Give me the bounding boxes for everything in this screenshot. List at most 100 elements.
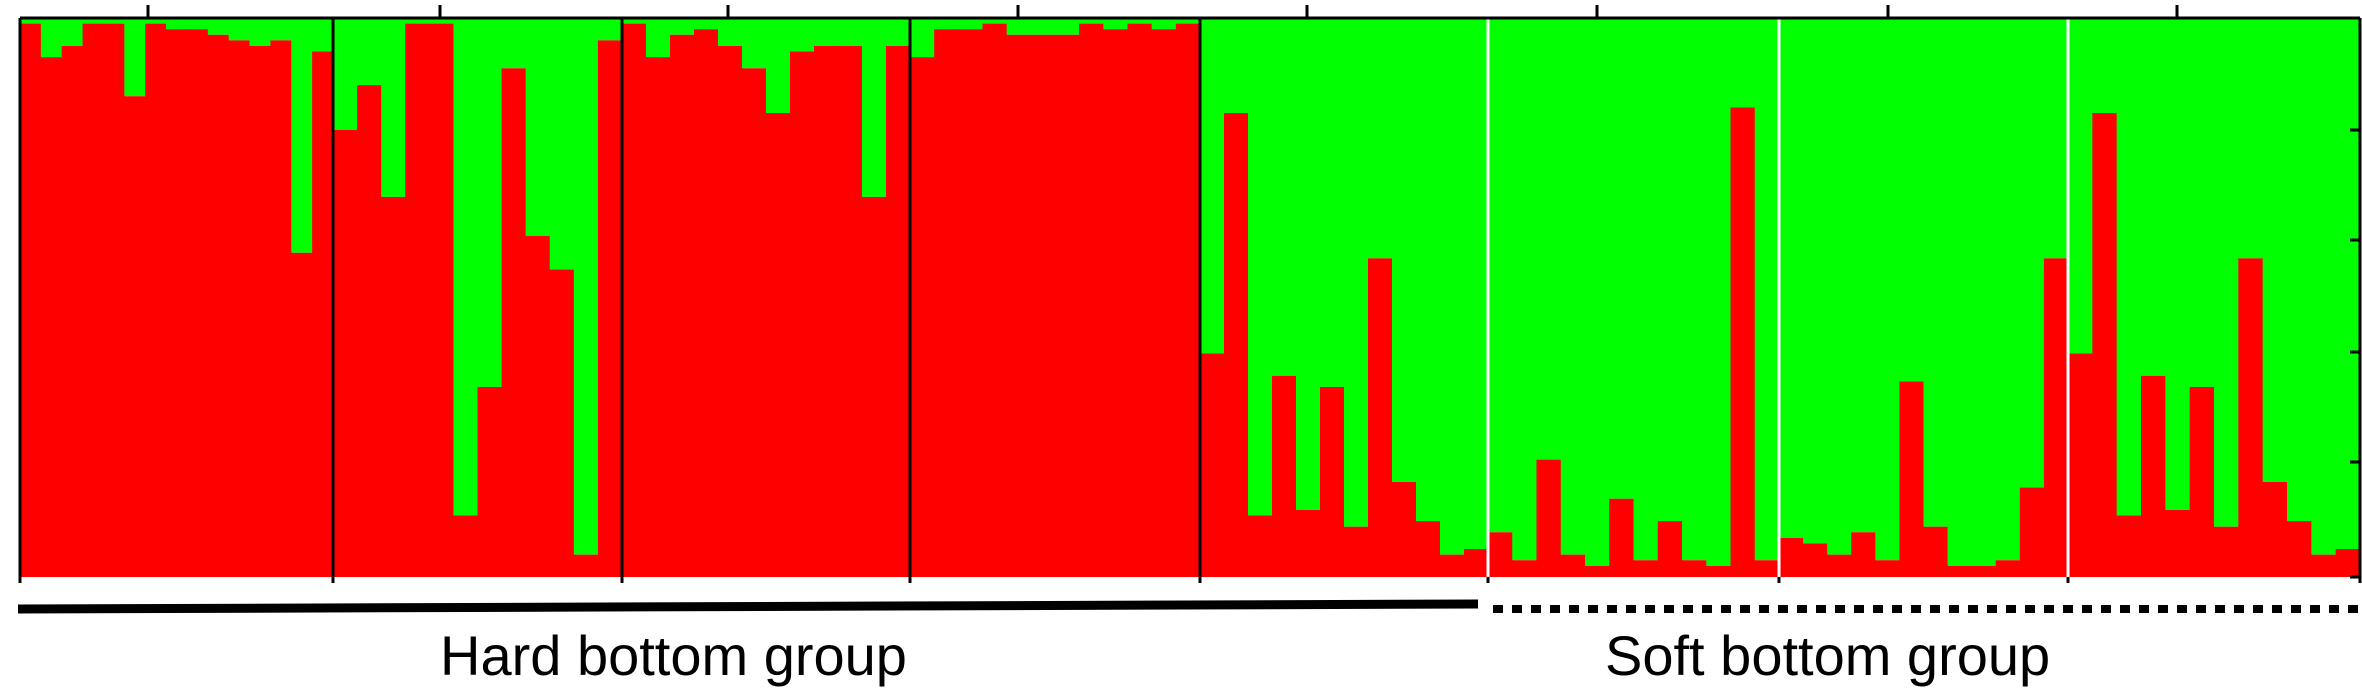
cluster-2-bar xyxy=(718,18,743,46)
cluster-1-bar xyxy=(1320,386,1345,577)
cluster-1-bar xyxy=(958,29,984,578)
cluster-1-bar xyxy=(1803,543,1828,577)
cluster-2-bar xyxy=(525,18,551,237)
cluster-1-bar xyxy=(207,34,230,577)
cluster-2-bar xyxy=(2116,18,2142,516)
cluster-1-bar xyxy=(2214,526,2239,577)
cluster-1-bar xyxy=(2019,487,2045,577)
cluster-1-bar xyxy=(1609,498,1635,577)
cluster-2-bar xyxy=(1079,18,1104,24)
cluster-2-bar xyxy=(82,18,105,24)
cluster-1-bar xyxy=(1344,526,1369,577)
cluster-2-bar xyxy=(453,18,479,516)
hard-bottom-group-label: Hard bottom group xyxy=(440,624,907,687)
cluster-1-bar xyxy=(1488,532,1513,577)
cluster-1-bar xyxy=(291,252,313,577)
cluster-2-bar xyxy=(862,18,887,197)
cluster-1-bar xyxy=(312,51,334,578)
cluster-1-bar xyxy=(405,23,430,577)
cluster-1-bar xyxy=(525,236,551,577)
cluster-2-bar xyxy=(2287,18,2312,522)
cluster-1-bar xyxy=(1368,258,1393,577)
cluster-1-bar xyxy=(742,68,767,577)
cluster-2-bar xyxy=(2019,18,2045,488)
cluster-2-bar xyxy=(1175,18,1201,24)
cluster-1-bar xyxy=(886,45,911,577)
cluster-1-bar xyxy=(2262,481,2288,577)
cluster-1-bar xyxy=(166,29,188,578)
cluster-1-bar xyxy=(2116,515,2142,577)
cluster-1-bar xyxy=(2141,375,2166,577)
cluster-2-bar xyxy=(61,18,84,46)
cluster-2-bar xyxy=(646,18,671,58)
cluster-2-bar xyxy=(1127,18,1153,24)
cluster-1-bar xyxy=(1875,560,1901,577)
cluster-1-bar xyxy=(2043,258,2069,577)
cluster-2-bar xyxy=(814,18,839,46)
cluster-2-bar xyxy=(910,18,935,58)
cluster-1-bar xyxy=(573,554,599,577)
cluster-2-bar xyxy=(145,18,167,24)
cluster-2-bar xyxy=(1488,18,1513,533)
cluster-2-bar xyxy=(2189,18,2215,387)
soft-bottom-group-label: Soft bottom group xyxy=(1605,624,2051,687)
cluster-2-bar xyxy=(1030,18,1056,35)
cluster-2-bar xyxy=(429,18,455,24)
cluster-1-bar xyxy=(2335,549,2361,577)
cluster-1-bar xyxy=(1512,560,1538,577)
hard-bottom-group-bar xyxy=(17,599,1479,614)
cluster-1-bar xyxy=(1779,537,1804,577)
cluster-2-bar xyxy=(186,18,209,30)
cluster-1-bar xyxy=(718,45,743,577)
cluster-2-bar xyxy=(477,18,503,387)
cluster-2-bar xyxy=(1151,18,1177,30)
cluster-2-bar xyxy=(103,18,125,24)
cluster-2-bar xyxy=(2311,18,2337,555)
cluster-1-bar xyxy=(381,196,406,577)
cluster-1-bar xyxy=(1416,521,1441,577)
cluster-2-bar xyxy=(694,18,719,30)
cluster-2-bar xyxy=(124,18,146,97)
cluster-1-bar xyxy=(477,386,503,577)
cluster-1-bar xyxy=(1440,554,1465,577)
cluster-1-bar xyxy=(694,29,719,578)
cluster-1-bar xyxy=(646,57,671,577)
cluster-1-bar xyxy=(1248,515,1273,577)
cluster-1-bar xyxy=(61,45,84,577)
cluster-1-bar xyxy=(2238,258,2264,577)
cluster-2-bar xyxy=(1200,18,1225,354)
cluster-2-bar xyxy=(766,18,791,114)
cluster-2-bar xyxy=(549,18,575,270)
cluster-1-bar xyxy=(1633,560,1659,577)
cluster-1-bar xyxy=(1175,23,1201,577)
cluster-2-bar xyxy=(2262,18,2288,482)
cluster-1-bar xyxy=(501,68,527,577)
cluster-1-bar xyxy=(1899,381,1925,577)
cluster-1-bar xyxy=(1560,554,1586,577)
cluster-2-bar xyxy=(1440,18,1465,555)
cluster-1-bar xyxy=(670,34,695,577)
population-dividers xyxy=(331,18,2070,577)
cluster-1-bar xyxy=(1464,549,1489,577)
cluster-1-bar xyxy=(1006,34,1032,577)
cluster-1-bar xyxy=(2165,509,2191,577)
cluster-2-bar xyxy=(2214,18,2239,527)
cluster-2-bar xyxy=(1055,18,1080,35)
cluster-2-bar xyxy=(1103,18,1129,30)
cluster-1-bar xyxy=(862,196,887,577)
cluster-2-bar xyxy=(982,18,1008,24)
cluster-2-bar xyxy=(1827,18,1852,555)
cluster-2-bar xyxy=(228,18,251,41)
cluster-1-bar xyxy=(249,45,271,577)
cluster-1-bar xyxy=(333,129,358,578)
cluster-1-bar xyxy=(82,23,105,577)
cluster-2-bar xyxy=(2335,18,2361,550)
cluster-1-bar xyxy=(1706,565,1732,577)
cluster-2-bar xyxy=(573,18,599,555)
cluster-2-bar xyxy=(1368,18,1393,259)
cluster-2-bar xyxy=(40,18,63,58)
cluster-2-bar xyxy=(2165,18,2191,510)
cluster-2-bar xyxy=(670,18,695,35)
cluster-2-bar xyxy=(1512,18,1538,561)
cluster-1-bar xyxy=(429,23,455,577)
